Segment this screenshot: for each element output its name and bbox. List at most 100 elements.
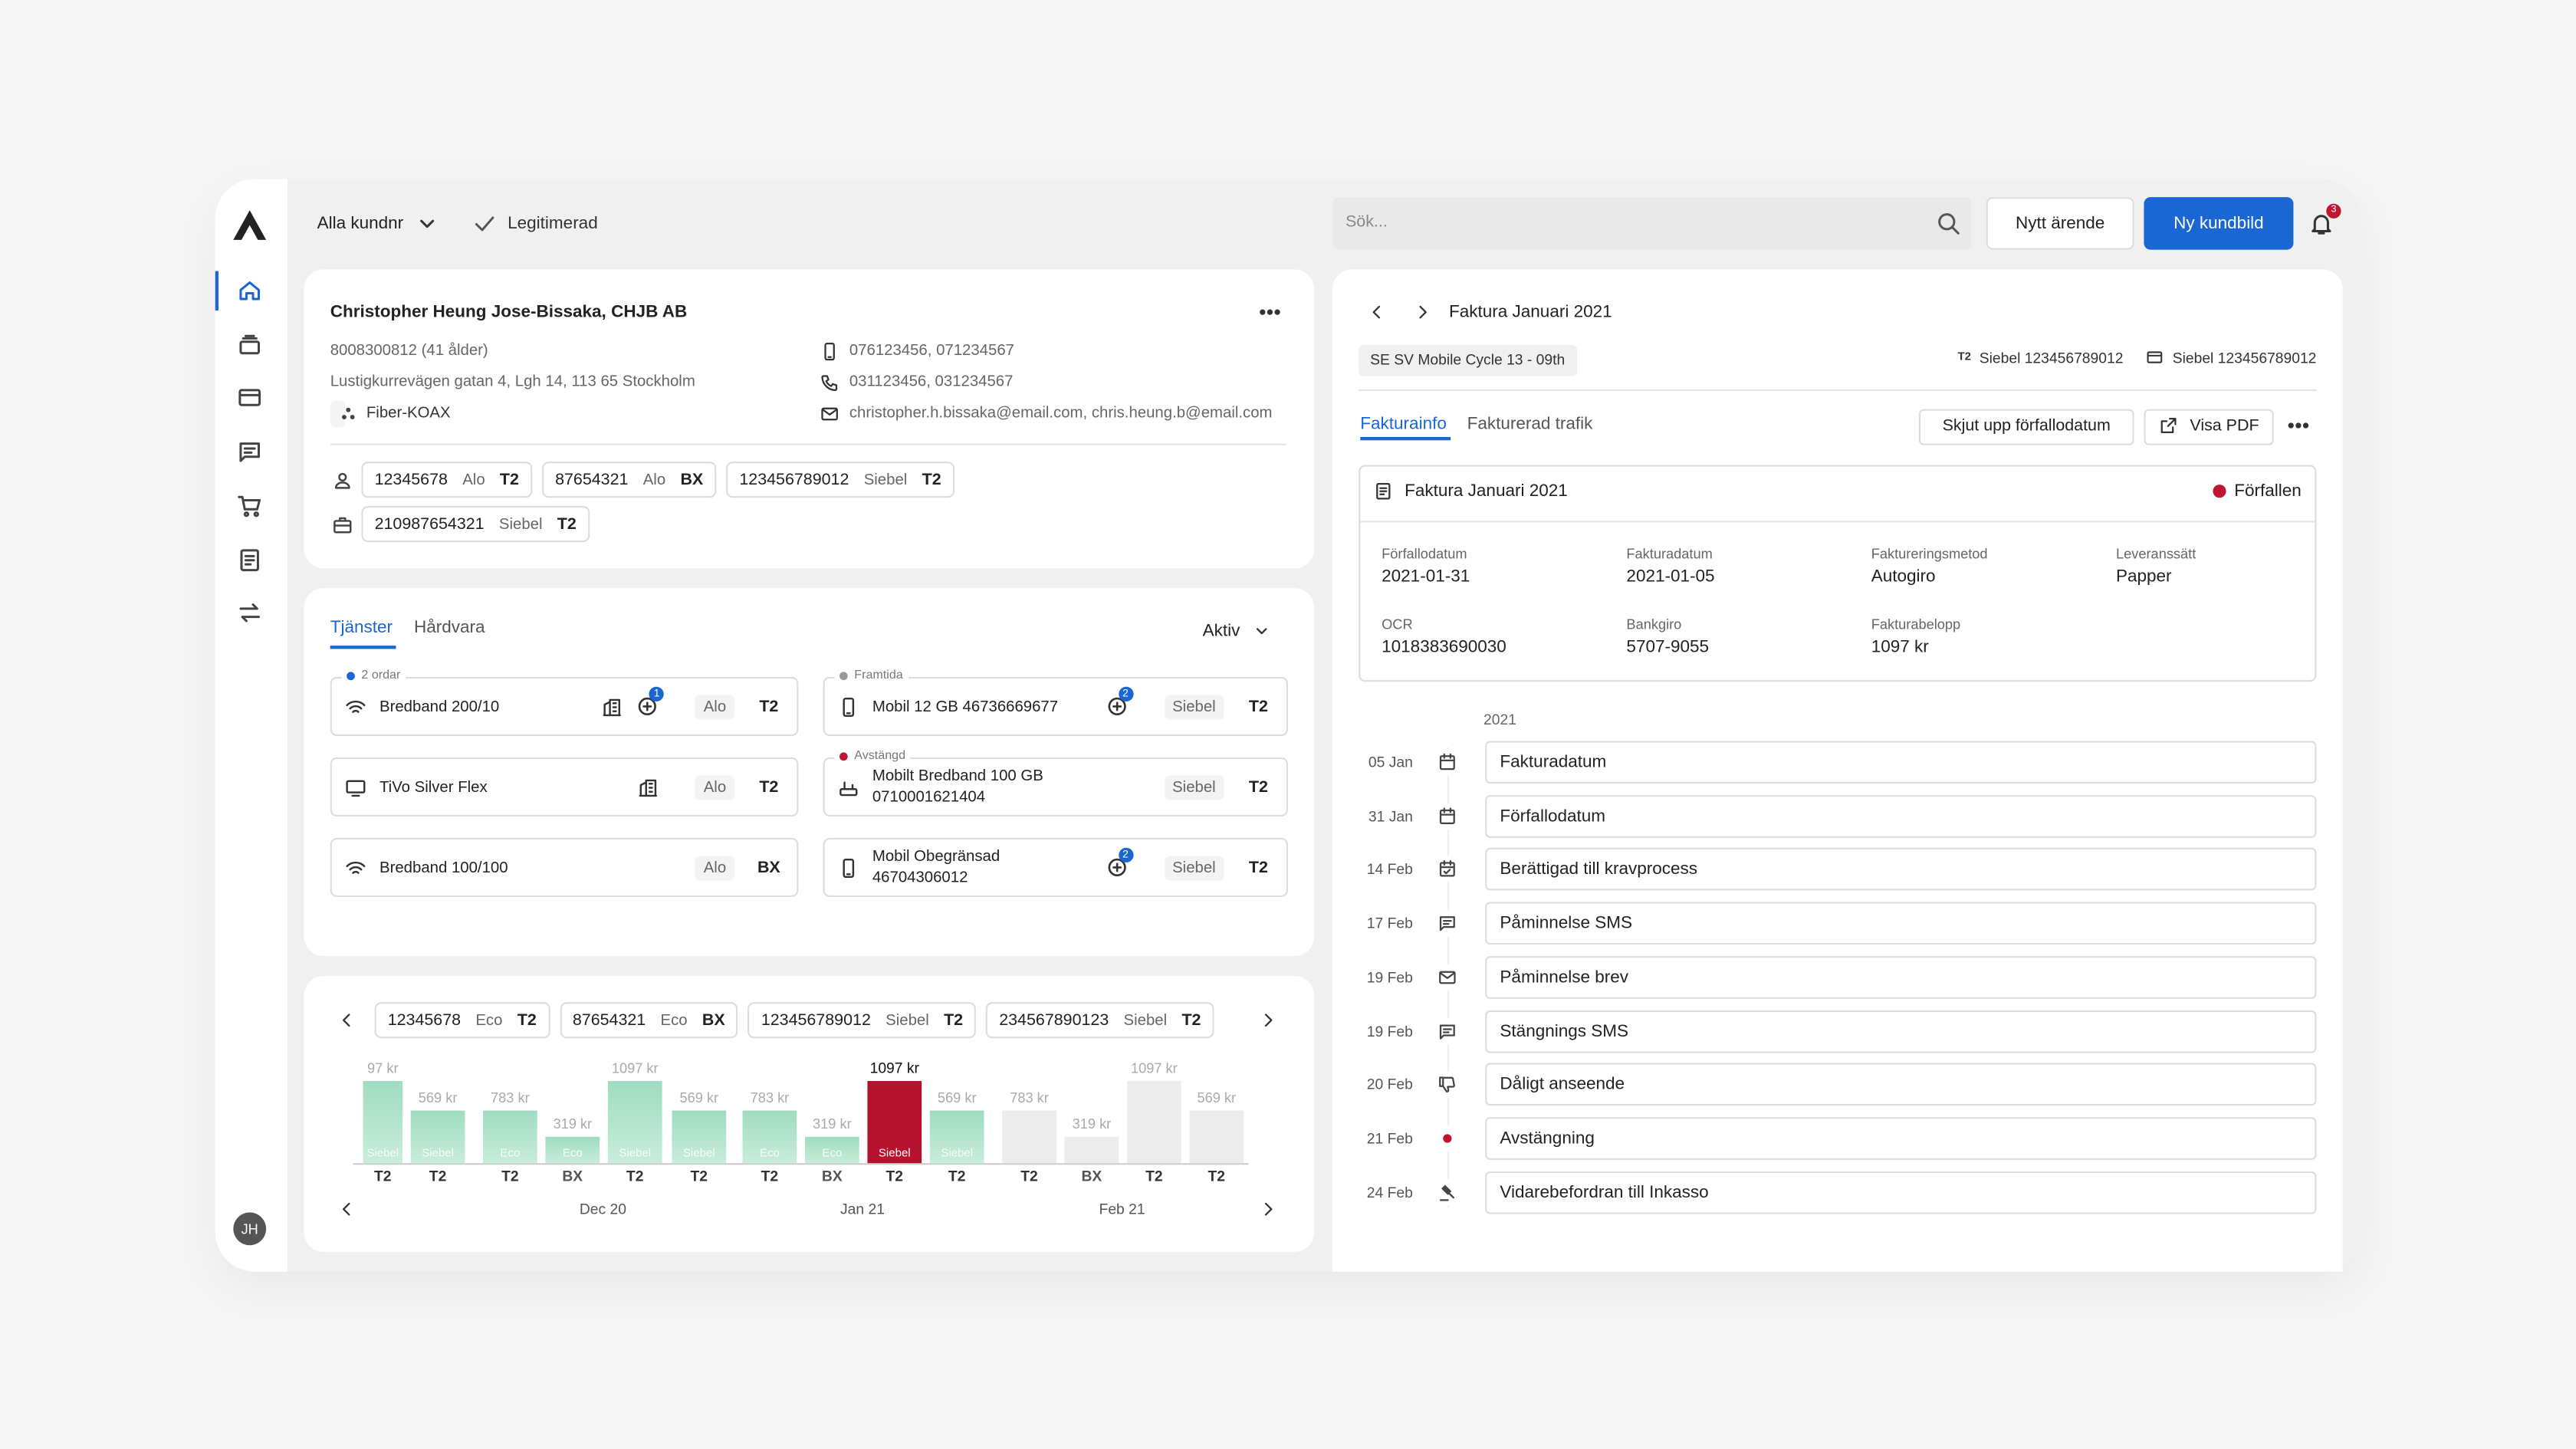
divider [1360,521,2315,523]
bar[interactable]: Siebel [607,1081,662,1164]
bar[interactable]: Siebel [672,1110,727,1164]
icon-shape [1443,1134,1452,1143]
system: Siebel [1123,1010,1168,1030]
icon-shape [333,516,351,526]
system: Siebel [1164,855,1224,880]
search-box[interactable] [1332,197,1972,250]
icon[interactable] [237,600,263,626]
timeline-event[interactable]: Fakturadatum [1485,741,2317,784]
service-tile[interactable]: Mobil Obegränsad 46704306012 2 Siebel T2 [823,837,1288,897]
timeline-event[interactable]: Dåligt anseende [1485,1063,2317,1106]
icon-shape [1107,858,1125,877]
timeline-event[interactable]: Stängnings SMS [1485,1009,2317,1053]
icon[interactable] [237,278,263,304]
account-chip[interactable]: 12345678 Alo T2 [361,462,533,498]
tab[interactable]: Fakturainfo [1360,414,1447,434]
icon [838,696,859,718]
icon[interactable]: 1 [636,686,665,718]
icon [2146,348,2164,366]
tab[interactable]: Fakturerad trafik [1467,414,1593,434]
button[interactable]: Ny kundbild [2144,197,2294,250]
timeline-event[interactable]: Påminnelse SMS [1485,902,2317,945]
account-chip[interactable]: 87654321 Alo BX [541,462,717,498]
bar[interactable]: Siebel [363,1081,402,1164]
icon[interactable] [1258,1199,1278,1219]
icon[interactable] [237,439,263,465]
icon[interactable] [237,547,263,573]
field-label: Fakturabelopp [1871,616,1961,632]
filter[interactable]: Aktiv [1202,621,1240,641]
bar[interactable]: Eco [742,1110,797,1164]
icon[interactable] [1413,302,1433,322]
icon [345,696,366,718]
button[interactable]: Skjut upp förfallodatum [1918,409,2134,445]
avatar[interactable]: JH [233,1212,267,1246]
timeline-event[interactable]: Berättigad till kravprocess [1485,848,2317,892]
account-number: 123456789012 [761,1010,871,1030]
icon-shape [2288,422,2294,429]
timeline-event[interactable]: Vidarebefordran till Inkasso [1485,1170,2317,1214]
active-indicator [215,271,219,310]
icon-shape [603,698,622,716]
service-tile[interactable]: Bredband 100/100 Alo BX [330,837,799,897]
icon[interactable]: 2 [1105,847,1133,879]
field-value: Autogiro [1871,567,1936,586]
account-chip[interactable]: 123456789012 Siebel T2 [748,1002,977,1039]
icon[interactable] [337,1199,356,1219]
status-text: Avstängd [854,747,906,763]
customer-filter[interactable]: Alla kundnr [317,213,404,234]
bar-amount: 1097 kr [611,1060,659,1076]
bar[interactable]: Siebel [867,1081,922,1164]
account-chip[interactable]: 12345678 Eco T2 [374,1002,550,1039]
bar[interactable]: Siebel [929,1110,984,1164]
service-tile[interactable]: Mobilt Bredband 100 GB 0710001621404 Siebe… [823,757,1288,816]
account-chip[interactable]: 234567890123 Siebel T2 [986,1002,1214,1039]
service-tile[interactable]: Bredband 200/10 1 Alo T2 [330,676,799,736]
bar-brand: BX [821,1168,843,1184]
icon[interactable] [1257,299,1283,325]
bar[interactable] [1002,1110,1056,1164]
icon[interactable]: 2 [1105,686,1133,718]
bar[interactable] [1064,1136,1119,1164]
bar[interactable]: Eco [545,1136,600,1164]
timeline-event[interactable]: Avstängning [1485,1116,2317,1160]
timeline-event[interactable]: Förfallodatum [1485,794,2317,838]
account-chip[interactable]: 87654321 Eco BX [559,1002,738,1039]
icon[interactable] [237,331,263,357]
tab[interactable]: Tjänster [330,617,393,638]
service-tile[interactable]: TiVo Silver Flex Alo T2 [330,757,799,816]
icon-shape [238,389,261,407]
button[interactable]: Visa PDF [2144,409,2274,445]
button[interactable]: Nytt ärende [1986,197,2134,250]
icon[interactable] [2285,412,2312,439]
bar[interactable] [1127,1081,1181,1164]
field-label: Förfallodatum [1382,545,1467,562]
icon[interactable] [1367,302,1387,322]
bar-system: Eco [760,1148,780,1160]
icon[interactable] [237,492,263,518]
account-chip[interactable]: 210987654321 Siebel T2 [361,506,590,543]
bar[interactable] [1189,1110,1244,1164]
icon[interactable] [1258,1010,1278,1030]
icon[interactable] [237,385,263,411]
icon[interactable] [2308,210,2334,236]
bar[interactable]: Eco [805,1136,859,1164]
service-tile[interactable]: Mobil 12 GB 46736669677 2 Siebel T2 [823,676,1288,736]
icon[interactable] [337,1010,356,1030]
tab[interactable]: Hårdvara [414,617,485,638]
logo-shape [233,210,267,240]
bar[interactable]: Eco [483,1110,537,1164]
status: Legitimerad [508,213,598,234]
timeline-event[interactable]: Påminnelse brev [1485,955,2317,999]
icon-shape [1264,1014,1273,1027]
icon [340,406,356,422]
icon [2159,416,2179,435]
bar-amount: 319 kr [553,1116,593,1132]
system: Alo [642,470,666,489]
icon-shape [821,375,838,392]
bar[interactable]: Siebel [410,1110,465,1164]
icon-shape [1379,487,1388,495]
icon-shape [346,407,351,412]
account-chip[interactable]: 123456789012 Siebel T2 [726,462,955,498]
icon-shape [824,342,835,361]
